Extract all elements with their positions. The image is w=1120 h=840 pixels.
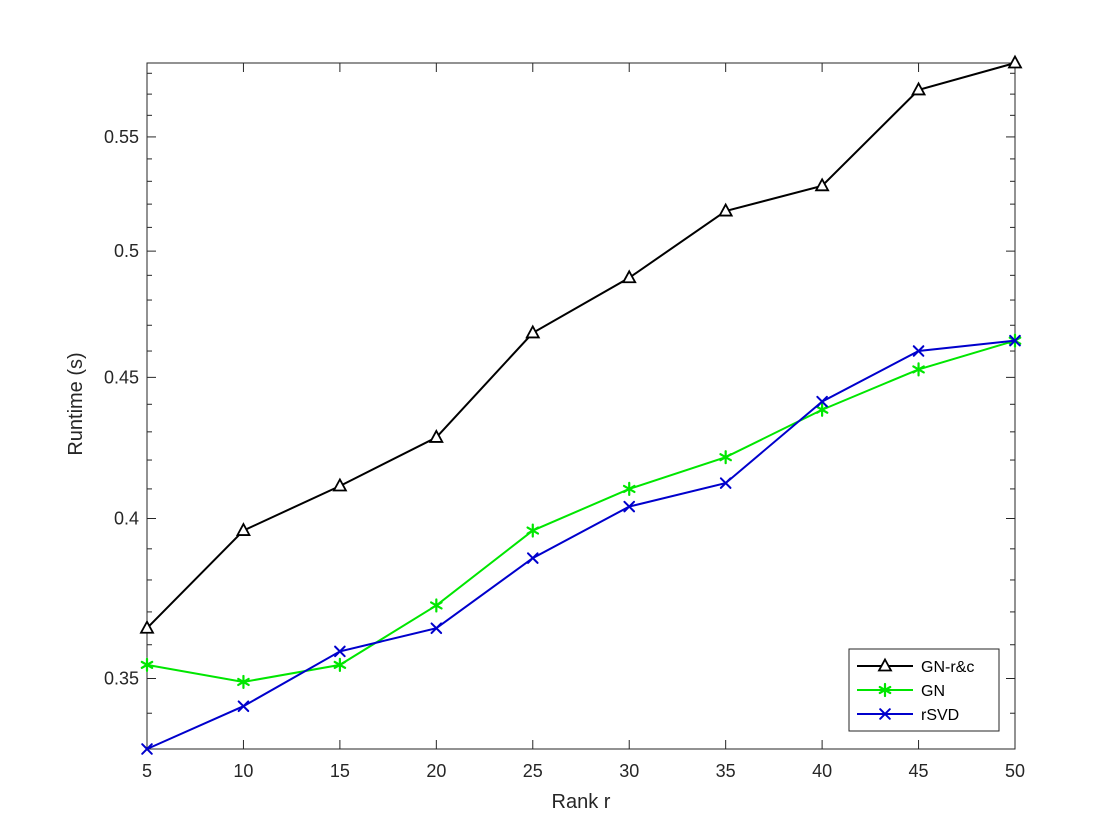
legend: GN-r&c GN rSVD — [848, 648, 1000, 732]
data-point — [912, 362, 925, 377]
x-tick-label: 50 — [1005, 761, 1025, 781]
data-point — [1009, 334, 1021, 347]
data-point — [428, 429, 444, 443]
data-point — [622, 481, 636, 497]
data-point — [814, 177, 830, 192]
x-tick-label: 30 — [619, 761, 639, 781]
data-point — [430, 598, 443, 613]
data-point — [621, 269, 637, 284]
legend-marker — [877, 657, 893, 672]
y-tick-label: 0.5 — [114, 241, 139, 261]
x-tick-label: 45 — [909, 761, 929, 781]
legend-label: GN — [921, 683, 945, 700]
y-axis-label: Runtime (s) — [65, 352, 87, 455]
data-point — [526, 552, 539, 564]
y-tick-label: 0.45 — [104, 367, 139, 387]
data-point — [334, 645, 346, 658]
plot-area — [146, 62, 1016, 750]
data-point — [911, 81, 927, 96]
legend-item-rsvd: rSVD — [857, 707, 959, 724]
data-point — [430, 622, 443, 635]
data-point — [719, 450, 732, 465]
data-point — [333, 657, 347, 672]
legend-item-gn: GN — [857, 682, 945, 700]
data-point — [235, 522, 251, 536]
data-point — [526, 523, 540, 538]
legend-marker — [878, 682, 892, 698]
y-tick-label: 0.4 — [114, 508, 139, 528]
series-line-gn — [146, 339, 1016, 683]
data-point — [1007, 54, 1023, 69]
legend-label: GN-r&c — [921, 659, 974, 676]
series-gn — [140, 333, 1022, 690]
data-point — [719, 477, 732, 489]
data-point — [718, 202, 734, 217]
data-point — [816, 395, 828, 408]
data-point — [912, 345, 925, 357]
x-tick-label: 20 — [426, 761, 446, 781]
series-layer — [139, 54, 1023, 755]
data-point — [141, 743, 153, 755]
data-point — [140, 657, 154, 672]
x-tick-label: 25 — [523, 761, 543, 781]
x-axis-label: Rank r — [552, 791, 611, 813]
data-point — [139, 619, 155, 634]
y-tick-label: 0.55 — [104, 127, 139, 147]
legend-marker — [879, 708, 891, 720]
y-tick-label: 0.35 — [104, 668, 139, 688]
x-tick-label: 40 — [812, 761, 832, 781]
series-gn-r-c — [139, 54, 1023, 634]
series-line-rsvd — [146, 339, 1016, 750]
data-point — [525, 324, 541, 339]
data-point — [815, 402, 829, 417]
legend-item-gn-r-c: GN-r&c — [857, 657, 974, 676]
data-point — [237, 700, 250, 713]
axes: 5 10 15 20 25 30 35 40 45 50 0.35 0.4 0.45 0.5 0.55 — [104, 63, 1025, 781]
legend-label: rSVD — [921, 707, 959, 724]
plot-frame — [146, 62, 1016, 750]
series-rsvd — [141, 334, 1021, 755]
x-tick-label: 10 — [233, 761, 253, 781]
x-tick-label: 35 — [716, 761, 736, 781]
x-tick-label: 5 — [142, 761, 152, 781]
data-point — [623, 500, 636, 513]
data-point — [332, 477, 348, 492]
x-tick-label: 15 — [330, 761, 350, 781]
data-point — [237, 674, 250, 690]
series-line-gn-r-c — [146, 62, 1016, 629]
